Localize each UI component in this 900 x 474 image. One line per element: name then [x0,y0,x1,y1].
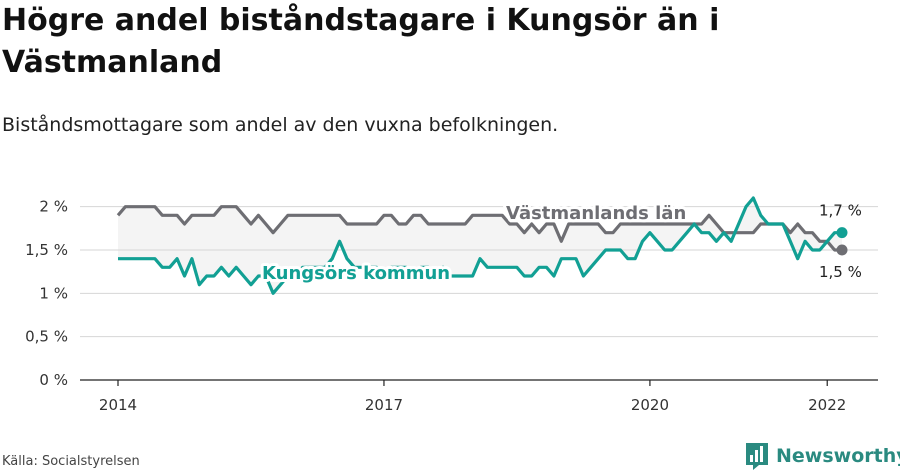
y-tick-label: 1 % [39,284,68,302]
line-chart: 0 % 0,5 % 1 % 1,5 % 2 % 2014 2017 2020 2022 Västm… [25,196,878,414]
chart-subtitle: Biståndsmottagare som andel av den vuxna… [2,114,559,136]
x-tick-label: 2017 [365,396,403,414]
x-tick-label: 2014 [99,396,137,414]
series-label-kommun: Kungsörs kommun [262,263,450,284]
y-tick-label: 0,5 % [25,328,68,346]
brand-name: Newsworthy [776,445,900,467]
newsworthy-logo[interactable]: Newsworthy [744,440,900,472]
source-note: Källa: Socialstyrelsen [2,454,140,469]
x-tick-label: 2020 [631,396,669,414]
end-point-kommun [836,227,848,239]
end-point-lan [836,244,848,256]
y-tick-label: 2 % [39,198,68,216]
series-line-kommun [118,196,842,295]
y-tick-label: 0 % [39,371,68,389]
series-line-lan [116,205,842,252]
y-tick-label: 1,5 % [25,241,68,259]
series-label-lan: Västmanlands län [506,203,686,224]
newsworthy-icon [746,443,768,470]
end-label-kommun: 1,7 % [819,202,862,220]
gap-band [118,198,842,294]
x-tick-label: 2022 [808,396,846,414]
end-label-lan: 1,5 % [819,263,862,281]
chart-title: Högre andel biståndstagare i Kungsör än … [2,3,720,80]
